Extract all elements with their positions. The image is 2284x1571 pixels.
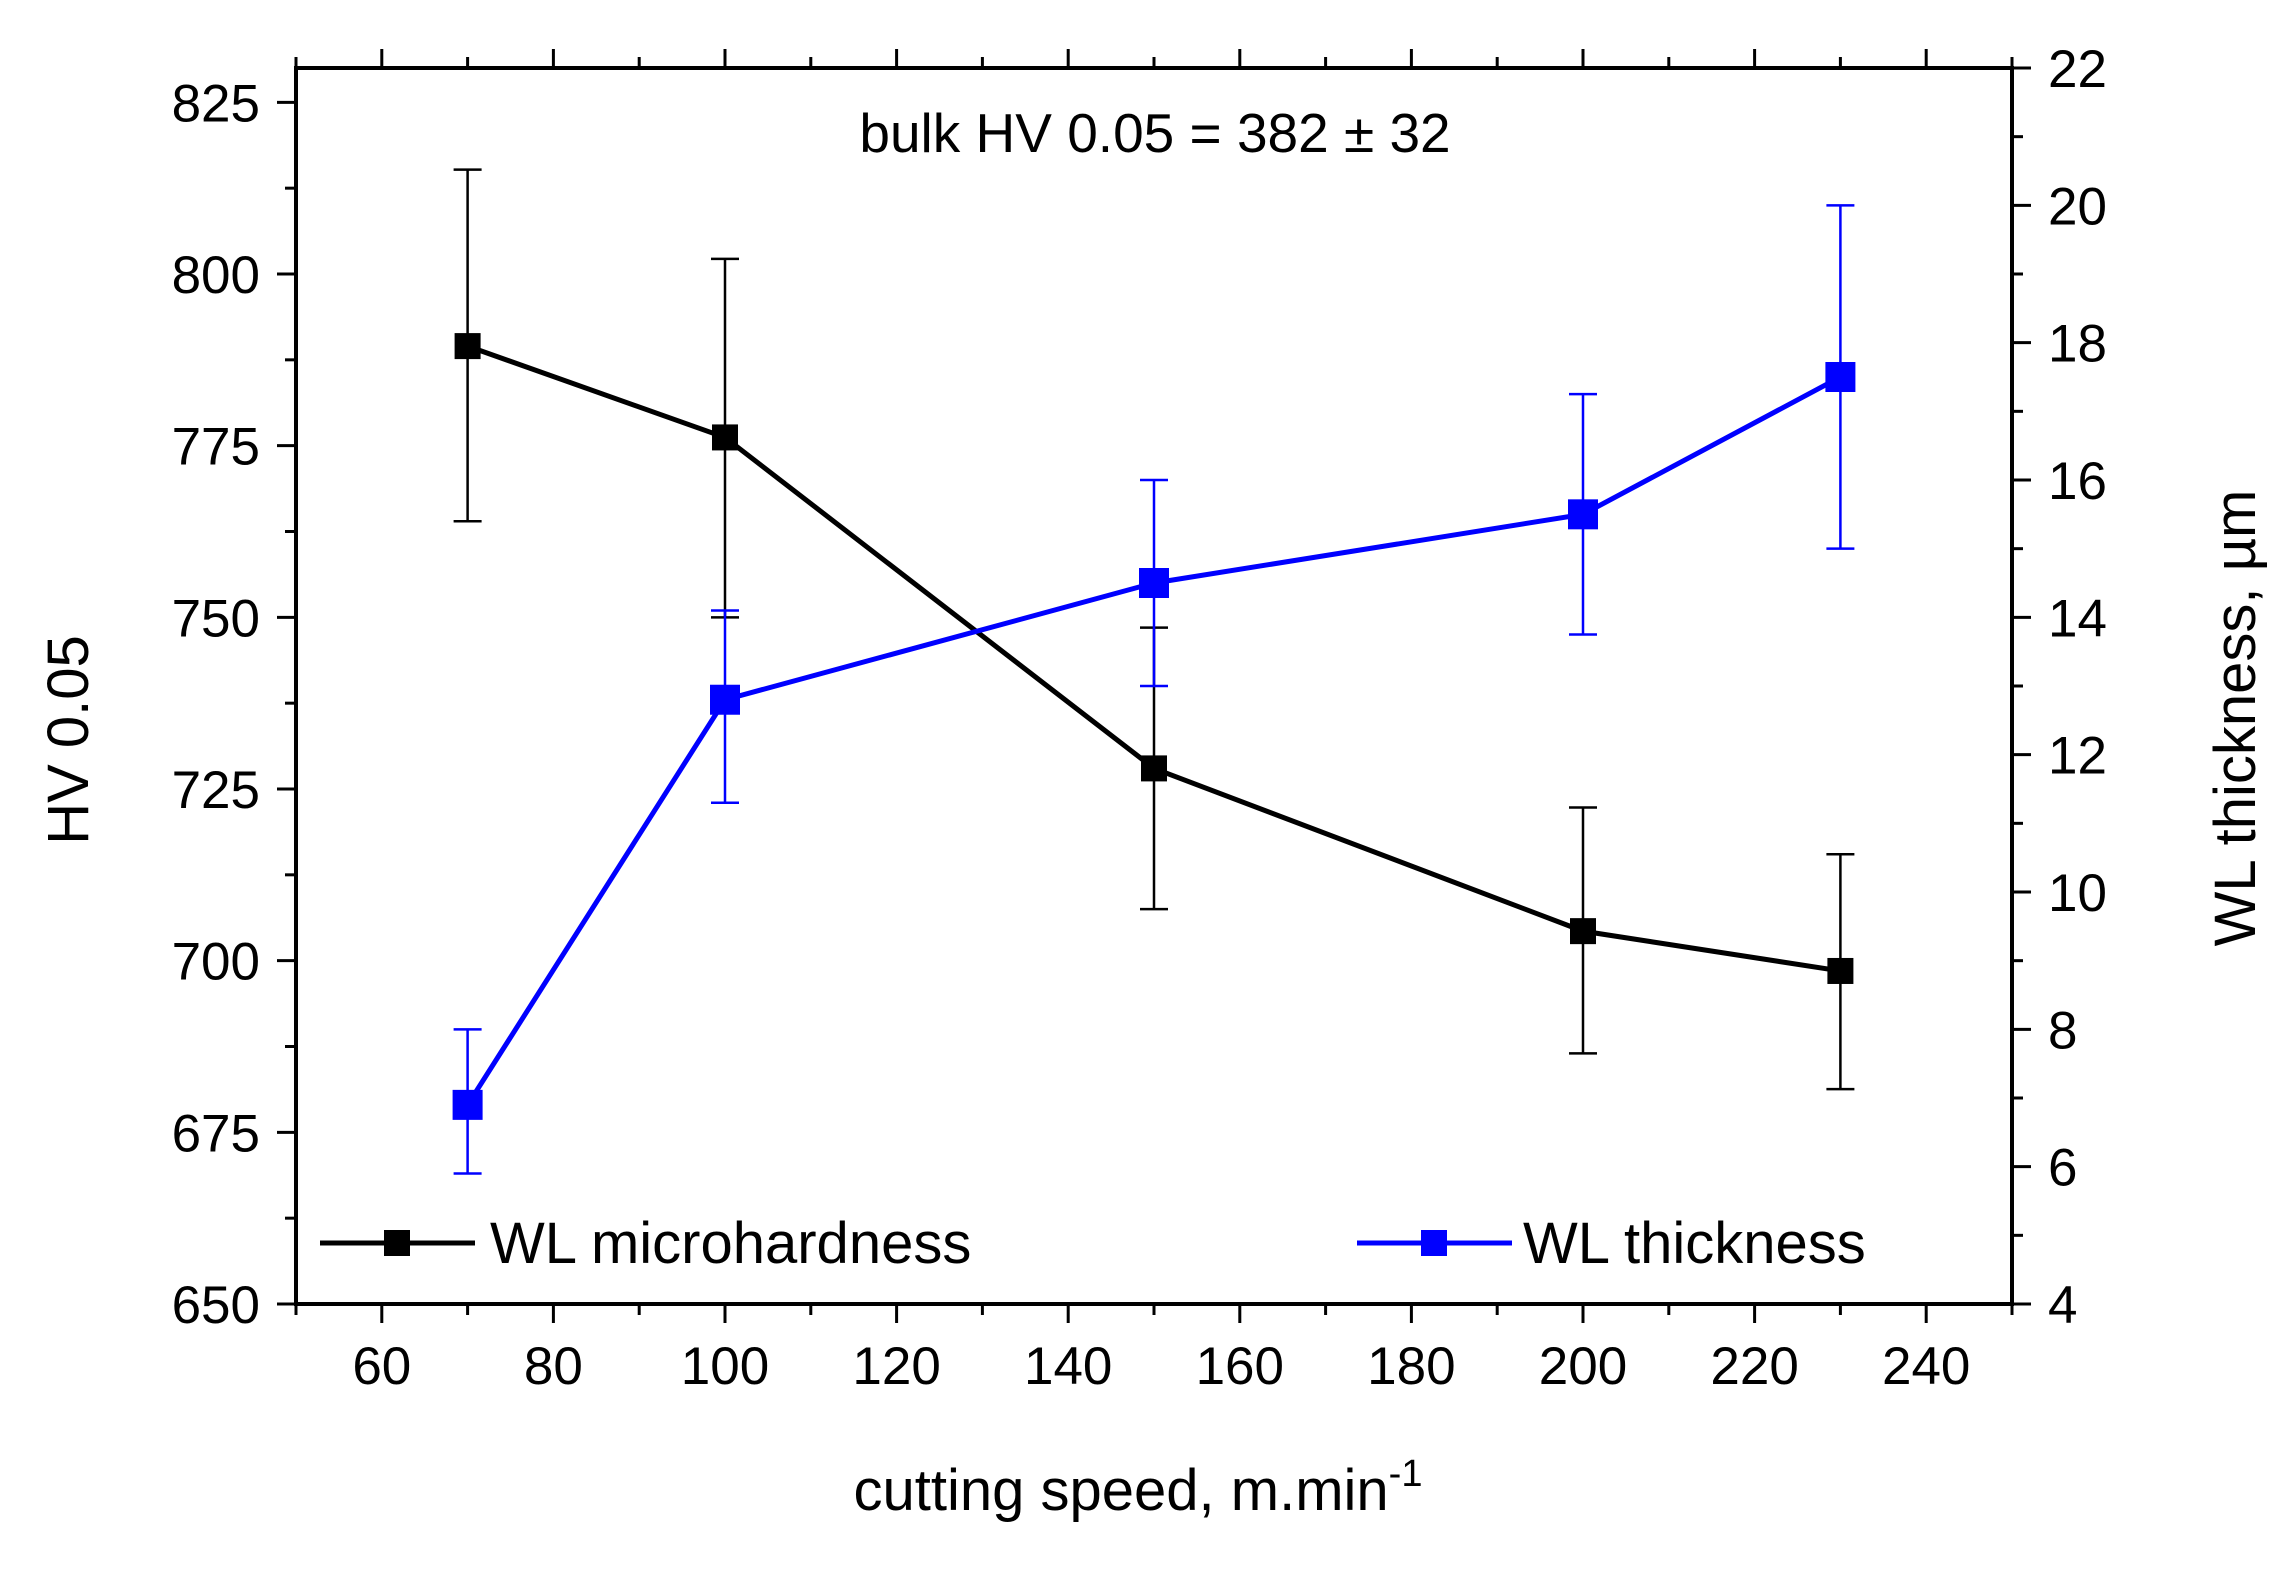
y-tick-label: 650 xyxy=(172,1276,260,1335)
data-point-thickness xyxy=(1139,568,1169,598)
data-point-microhardness xyxy=(1570,918,1596,945)
tick-marks xyxy=(277,49,2031,1323)
y2-tick-label: 18 xyxy=(2048,315,2107,374)
legend: WL microhardness WL thickness xyxy=(320,1211,1866,1276)
tick-labels: 60 80 100 120 140 160 180 200 220 240 650 675 700 725… xyxy=(172,40,2107,1396)
data-point-microhardness xyxy=(1141,755,1167,782)
y-tick-label: 675 xyxy=(172,1104,260,1163)
y2-tick-label: 4 xyxy=(2048,1276,2077,1335)
y-tick-label: 825 xyxy=(172,74,260,133)
x-tick-label: 80 xyxy=(524,1337,583,1396)
legend-label-microhardness: WL microhardness xyxy=(490,1211,971,1276)
x-tick-label: 60 xyxy=(352,1337,411,1396)
y2-tick-label: 22 xyxy=(2048,40,2107,99)
legend-marker-thickness xyxy=(1421,1230,1447,1256)
y-axis-title: HV 0.05 xyxy=(36,635,101,845)
x-tick-label: 160 xyxy=(1196,1337,1284,1396)
y2-tick-label: 14 xyxy=(2048,589,2107,648)
y2-tick-label: 12 xyxy=(2048,727,2107,786)
data-point-microhardness xyxy=(1827,957,1854,984)
y-tick-label: 800 xyxy=(172,246,260,305)
y2-tick-label: 20 xyxy=(2048,177,2107,236)
annotation-bulk-hv: bulk HV 0.05 = 382 ± 32 xyxy=(859,102,1450,164)
x-tick-label: 120 xyxy=(852,1337,940,1396)
x-tick-label: 240 xyxy=(1882,1337,1970,1396)
y-tick-label: 775 xyxy=(172,418,260,477)
x-tick-label: 220 xyxy=(1710,1337,1798,1396)
x-axis-title: cutting speed, m.min-1 xyxy=(854,1453,1423,1523)
y2-tick-label: 10 xyxy=(2048,864,2107,923)
series-layer xyxy=(452,168,1856,1175)
y2-axis-title: WL thickness, µm xyxy=(2203,490,2268,947)
legend-label-thickness: WL thickness xyxy=(1523,1211,1866,1276)
x-tick-label: 180 xyxy=(1367,1337,1455,1396)
x-tick-label: 140 xyxy=(1024,1337,1112,1396)
data-point-thickness xyxy=(1568,499,1598,530)
y-tick-label: 700 xyxy=(172,933,260,992)
data-point-thickness xyxy=(452,1089,483,1120)
x-axis-title-superscript: -1 xyxy=(1389,1453,1423,1495)
data-point-thickness xyxy=(710,684,740,715)
x-tick-label: 100 xyxy=(681,1337,769,1396)
data-point-microhardness xyxy=(454,333,481,360)
data-point-thickness xyxy=(1825,362,1856,392)
y-tick-label: 725 xyxy=(172,761,260,820)
plot-frame xyxy=(294,66,2014,1306)
data-point-microhardness xyxy=(712,424,738,451)
series-thickness xyxy=(452,204,1856,1175)
y-tick-label: 750 xyxy=(172,589,260,648)
y2-tick-label: 8 xyxy=(2048,1001,2077,1060)
legend-marker-microhardness xyxy=(384,1230,410,1256)
y2-tick-label: 6 xyxy=(2048,1139,2077,1198)
x-axis-title-main: cutting speed, m.min xyxy=(854,1458,1389,1523)
x-tick-label: 200 xyxy=(1539,1337,1627,1396)
y2-tick-label: 16 xyxy=(2048,452,2107,511)
